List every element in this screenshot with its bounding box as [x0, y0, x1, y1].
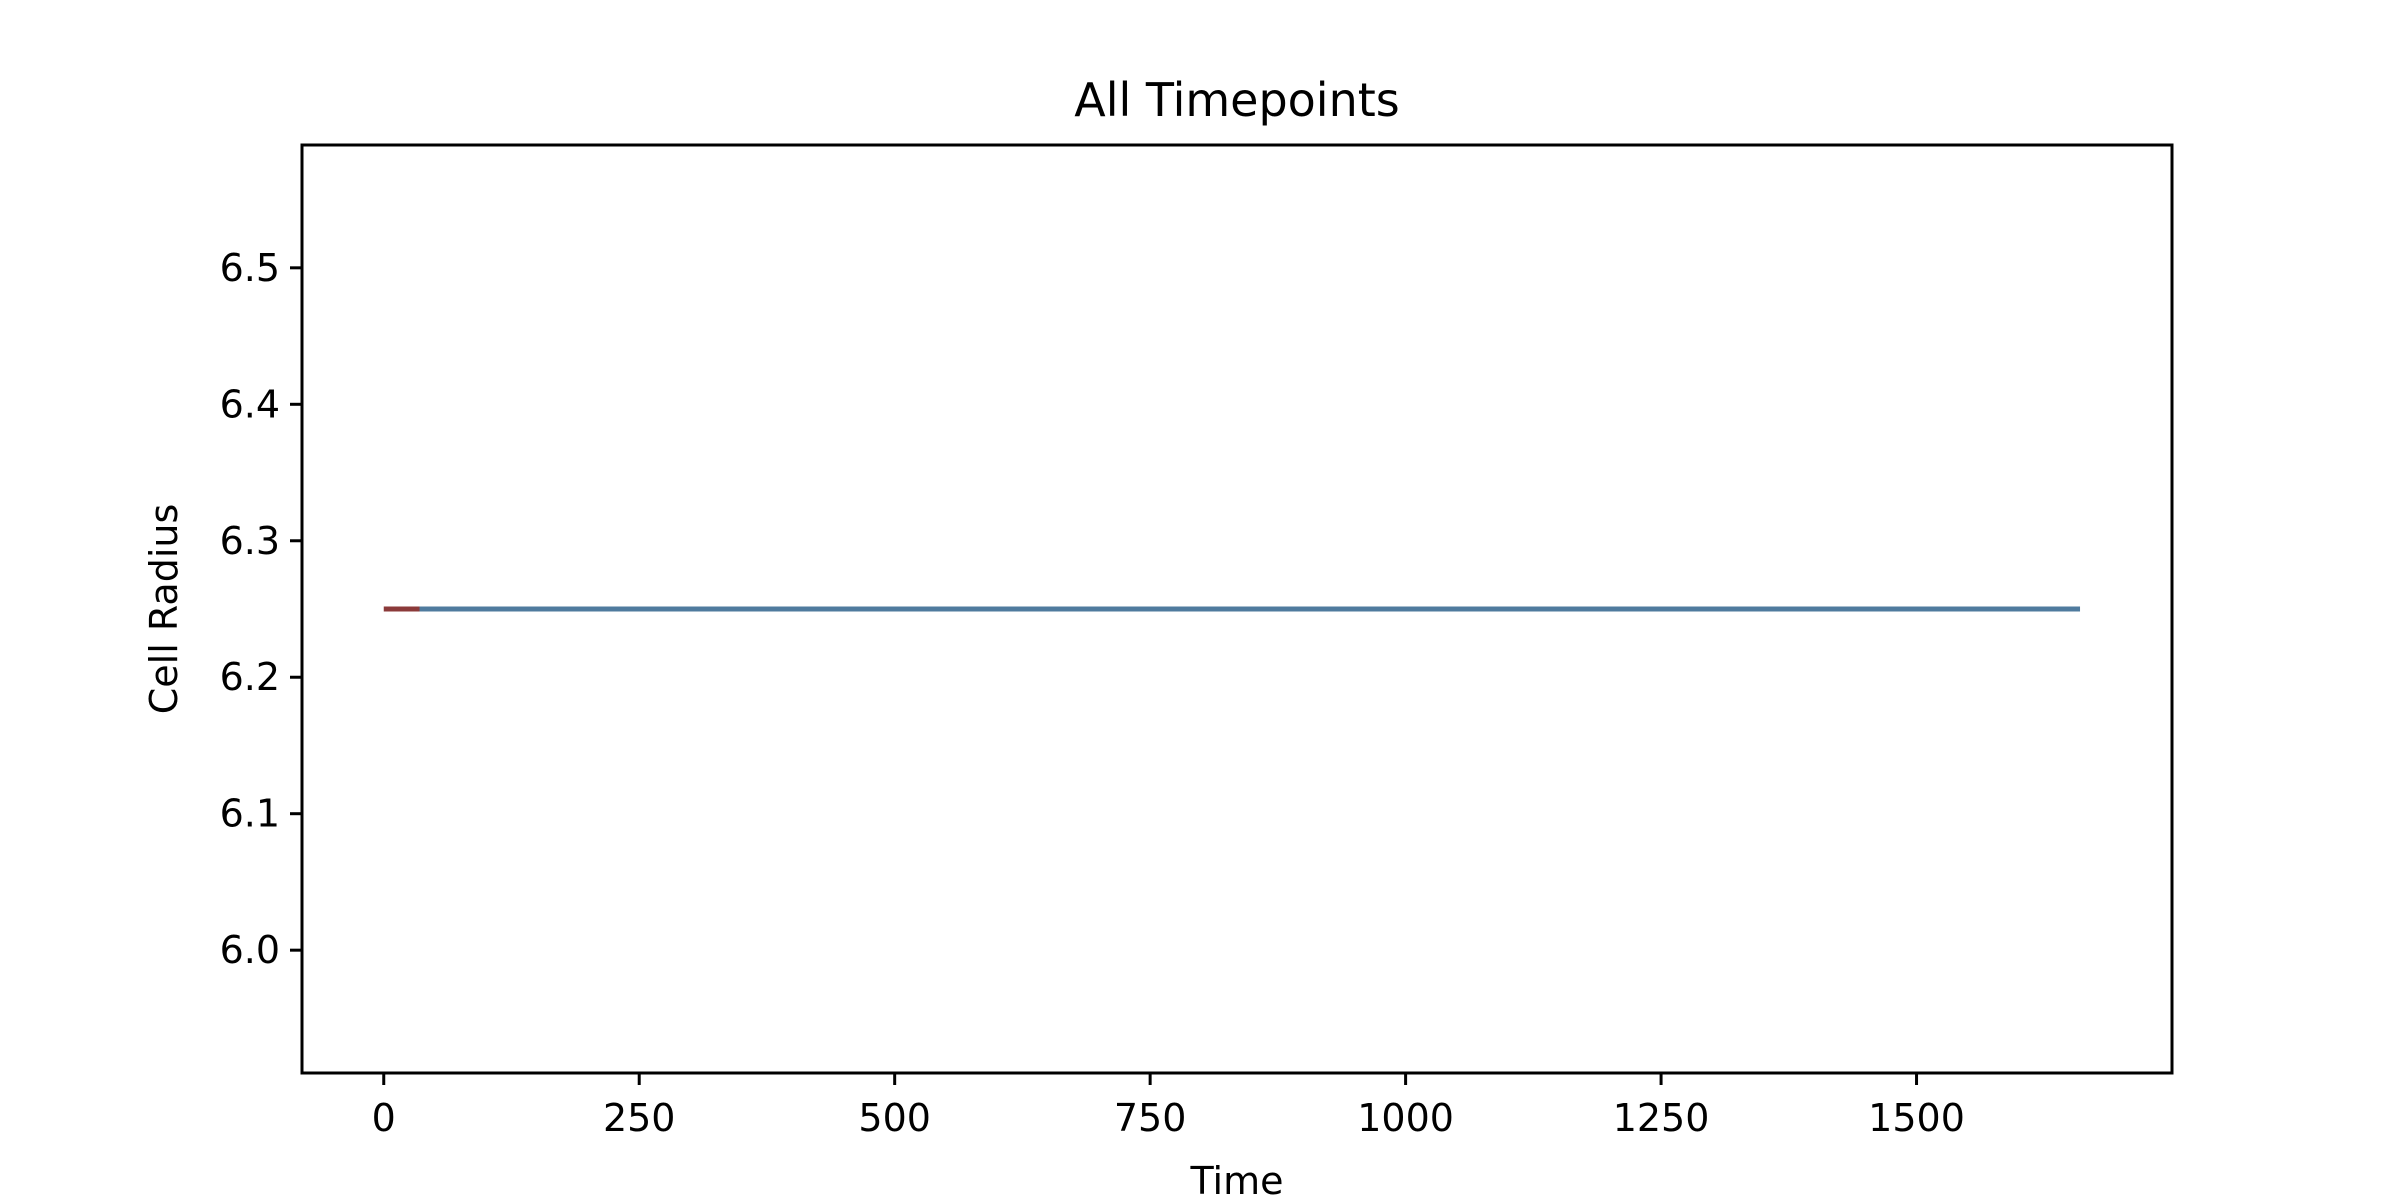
- x-axis: 0 250 500 750 1000 1250 1500: [372, 1073, 1965, 1140]
- y-tick-label: 6.0: [220, 928, 280, 972]
- y-axis-label: Cell Radius: [142, 504, 186, 715]
- x-axis-label: Time: [1190, 1159, 1284, 1200]
- plot-area: [300, 143, 2174, 1075]
- y-axis: 6.0 6.1 6.2 6.3 6.4 6.5: [220, 246, 302, 972]
- x-tick-label: 250: [603, 1096, 676, 1140]
- y-tick-label: 6.3: [220, 519, 280, 563]
- x-tick-label: 500: [858, 1096, 931, 1140]
- chart-title: All Timepoints: [1074, 73, 1400, 127]
- y-tick-label: 6.2: [220, 655, 280, 699]
- x-tick-label: 1000: [1357, 1096, 1454, 1140]
- y-tick-label: 6.5: [220, 246, 280, 290]
- x-tick-label: 1250: [1613, 1096, 1710, 1140]
- y-tick-label: 6.1: [220, 792, 280, 836]
- y-tick-label: 6.4: [220, 382, 280, 426]
- x-tick-label: 750: [1114, 1096, 1187, 1140]
- x-tick-label: 1500: [1868, 1096, 1965, 1140]
- x-tick-label: 0: [372, 1096, 396, 1140]
